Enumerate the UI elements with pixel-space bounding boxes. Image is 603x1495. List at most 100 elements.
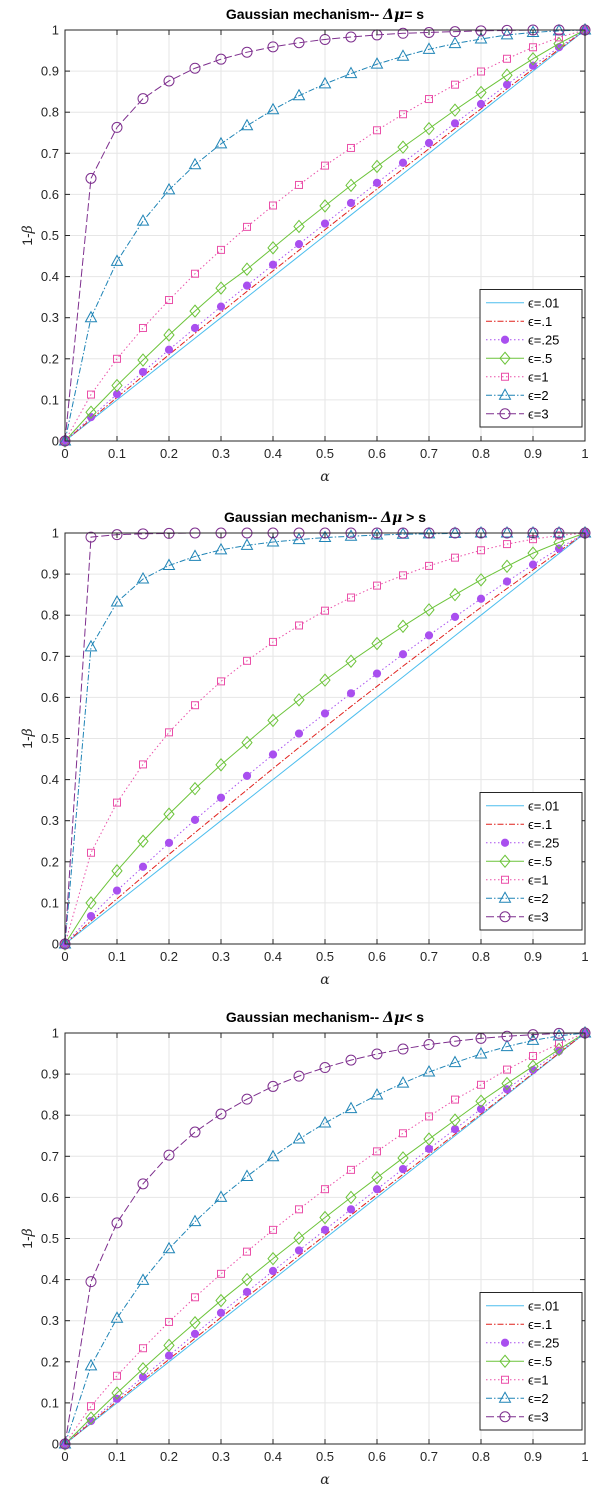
data-point: [370, 528, 384, 540]
y-tick-label: 1: [52, 23, 59, 38]
data-point: [188, 157, 202, 170]
legend-marker: [501, 1375, 509, 1384]
data-point: [425, 1112, 433, 1121]
data-point: [87, 1402, 95, 1411]
y-tick-label: 0.5: [41, 228, 59, 243]
legend-label: ϵ=1: [528, 872, 549, 887]
data-point: [422, 1065, 436, 1077]
data-point: [110, 595, 124, 607]
data-point: [370, 57, 384, 69]
data-point: [267, 713, 279, 728]
series-line: [64, 29, 586, 442]
data-point: [58, 936, 72, 949]
data-point: [136, 571, 150, 584]
data-point: [451, 1095, 459, 1104]
y-label-symbol: β: [20, 225, 36, 234]
data-point: [528, 560, 538, 569]
data-point: [371, 1170, 383, 1185]
x-tick-label: 0.4: [264, 446, 282, 461]
data-point: [267, 41, 279, 53]
x-tick-label: 0.3: [212, 446, 230, 461]
x-tick-label: 0.8: [472, 949, 490, 964]
data-point: [111, 378, 123, 393]
legend-marker: [499, 408, 511, 420]
y-tick-label: 0.5: [41, 731, 59, 746]
series-line: [64, 532, 585, 945]
x-tick-label: 0: [61, 949, 68, 964]
chart-title: Gaussian mechanism-- Δμ > s: [224, 509, 426, 526]
title-text: Gaussian mechanism--: [226, 6, 383, 22]
x-tick-label: 0.7: [420, 949, 438, 964]
legend-label: ϵ=.01: [528, 798, 559, 813]
data-point: [346, 689, 356, 698]
data-point: [268, 1266, 278, 1276]
data-point: [139, 760, 147, 769]
x-tick-label: 1: [581, 1449, 588, 1464]
data-point: [552, 1028, 566, 1041]
series-1: [64, 532, 586, 945]
data-point: [269, 1225, 277, 1234]
series-0: [64, 532, 586, 945]
data-point: [448, 36, 462, 49]
data-point: [292, 88, 306, 101]
data-point: [189, 1315, 201, 1330]
data-point: [242, 771, 252, 781]
y-tick-label: 0.9: [41, 64, 59, 79]
legend-label: ϵ=1: [528, 369, 549, 384]
data-point: [475, 1094, 487, 1109]
data-point: [526, 25, 540, 37]
legend-marker: [501, 372, 509, 381]
legend: ϵ=.01 ϵ=.1 ϵ=.25 ϵ=.5 ϵ=1 ϵ=2 ϵ=3: [479, 792, 583, 931]
data-point: [58, 433, 72, 446]
legend-marker: [498, 891, 512, 903]
x-axis-label: α: [320, 469, 330, 485]
data-point: [347, 1165, 355, 1174]
data-point: [269, 637, 277, 646]
data-point: [139, 1344, 147, 1353]
x-tick-label: 0.7: [420, 446, 438, 461]
data-point: [85, 172, 97, 184]
data-point: [476, 99, 486, 109]
data-point: [188, 549, 202, 561]
data-point: [188, 1214, 202, 1227]
data-point: [527, 1029, 539, 1041]
data-point: [242, 281, 252, 290]
data-point: [137, 93, 149, 105]
series-5: [58, 1025, 592, 1449]
series-line: [64, 29, 586, 442]
title-text: Gaussian mechanism--: [226, 1009, 383, 1025]
series-line: [64, 1032, 586, 1445]
y-tick-label: 0: [52, 1437, 59, 1452]
y-tick-label: 0.3: [41, 813, 59, 828]
x-tick-label: 0: [61, 446, 68, 461]
x-tick-label: 1: [581, 446, 588, 461]
data-point: [267, 1251, 279, 1266]
data-point: [344, 66, 358, 79]
data-point: [112, 390, 122, 399]
data-point: [295, 621, 303, 630]
data-point: [189, 62, 201, 74]
data-point: [552, 525, 566, 538]
series-3: [59, 23, 591, 448]
data-point: [372, 178, 382, 187]
x-tick-label: 0.3: [212, 949, 230, 964]
data-point: [476, 1104, 486, 1114]
data-point: [191, 1293, 199, 1302]
data-point: [189, 781, 201, 796]
series-line: [64, 1032, 586, 1445]
chart-title: Gaussian mechanism-- Δμ= s: [226, 6, 424, 23]
data-point: [448, 526, 462, 538]
y-tick-label: 0: [52, 937, 59, 952]
data-point: [293, 37, 305, 49]
legend-label: ϵ=.25: [528, 835, 559, 850]
data-point: [58, 1436, 72, 1449]
data-point: [502, 80, 512, 89]
data-point: [319, 1210, 331, 1225]
data-point: [346, 1205, 356, 1214]
legend-marker: [499, 1354, 511, 1369]
data-point: [370, 1088, 384, 1100]
y-label-prefix: 1-: [19, 736, 35, 749]
data-point: [110, 1311, 124, 1323]
data-point: [165, 296, 173, 305]
data-point: [240, 1169, 254, 1181]
